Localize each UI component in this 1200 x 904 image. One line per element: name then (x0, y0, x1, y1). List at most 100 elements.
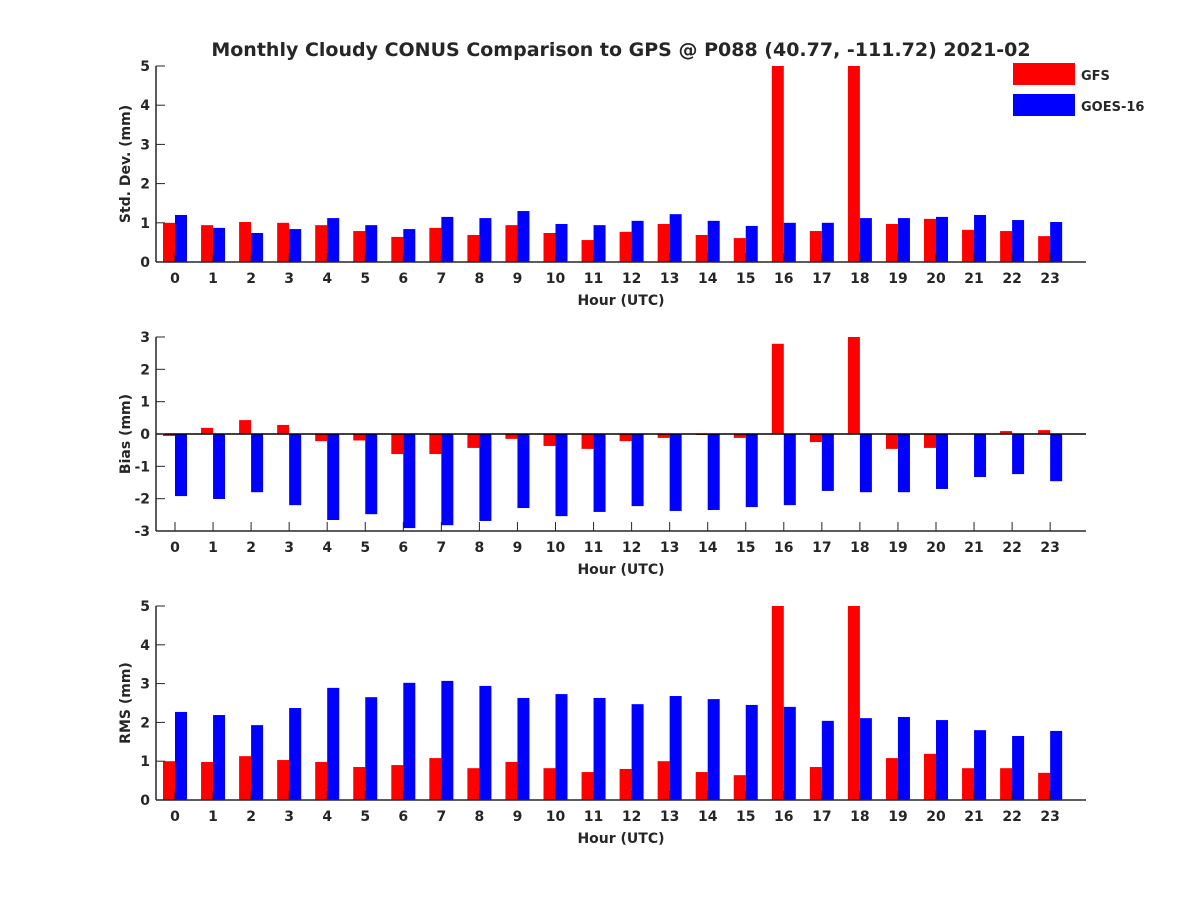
bar-gfs-hour-5 (353, 767, 366, 800)
bar-goes16-hour-22 (1012, 735, 1025, 800)
y-tick-label: 2 (140, 362, 150, 378)
bar-gfs-hour-3 (277, 760, 290, 800)
y-tick-label: 0 (140, 427, 150, 443)
bar-goes16-hour-10 (555, 223, 568, 262)
bar-gfs-hour-21 (962, 229, 975, 262)
y-axis-label: Std. Dev. (mm) (118, 105, 134, 223)
x-tick-label: 1 (208, 809, 218, 825)
y-tick-label: 4 (140, 638, 150, 654)
bar-goes16-hour-14 (707, 220, 720, 262)
bar-gfs-hour-15 (733, 434, 746, 438)
legend-swatch-gfs (1013, 63, 1075, 85)
x-axis-label: Hour (UTC) (577, 831, 664, 847)
bar-goes16-hour-13 (669, 434, 682, 511)
x-tick-label: 11 (584, 271, 603, 287)
x-tick-label: 19 (888, 809, 907, 825)
x-tick-label: 15 (736, 540, 755, 556)
bar-gfs-hour-7 (429, 227, 442, 262)
bar-goes16-hour-21 (974, 434, 987, 478)
bar-goes16-hour-17 (821, 434, 834, 491)
x-tick-label: 8 (475, 809, 485, 825)
y-tick-label: -1 (134, 459, 150, 475)
bar-goes16-hour-4 (327, 687, 340, 800)
bar-gfs-hour-21 (962, 768, 975, 800)
bar-goes16-hour-16 (783, 706, 796, 800)
x-tick-label: 4 (322, 809, 332, 825)
x-tick-label: 14 (698, 540, 718, 556)
x-tick-label: 19 (888, 271, 907, 287)
bar-goes16-hour-2 (251, 725, 264, 800)
bar-goes16-hour-21 (974, 214, 987, 262)
x-tick-label: 9 (513, 809, 523, 825)
x-tick-label: 9 (513, 540, 523, 556)
bar-goes16-hour-14 (707, 434, 720, 510)
bar-gfs-hour-4 (315, 225, 328, 262)
bar-gfs-hour-8 (467, 434, 480, 448)
bar-goes16-hour-20 (936, 216, 948, 262)
x-tick-label: 21 (964, 809, 983, 825)
x-tick-label: 6 (398, 540, 408, 556)
bar-gfs-hour-11 (581, 240, 594, 262)
bar-gfs-hour-19 (885, 223, 898, 262)
bar-gfs-hour-13 (657, 761, 670, 800)
x-tick-label: 23 (1040, 271, 1059, 287)
x-tick-label: 11 (584, 809, 603, 825)
x-tick-label: 10 (546, 540, 566, 556)
x-tick-label: 16 (774, 540, 793, 556)
bar-gfs-hour-15 (733, 775, 746, 800)
x-tick-label: 0 (170, 540, 180, 556)
bar-gfs-hour-5 (353, 231, 366, 262)
bar-gfs-hour-20 (924, 218, 936, 262)
bar-goes16-hour-6 (403, 434, 416, 529)
bar-gfs-hour-1 (201, 761, 214, 800)
bar-gfs-hour-8 (467, 768, 480, 800)
bar-gfs-hour-10 (543, 768, 556, 800)
x-tick-label: 11 (584, 540, 603, 556)
bar-gfs-hour-12 (619, 434, 632, 442)
x-tick-label: 13 (660, 271, 679, 287)
x-tick-label: 10 (546, 809, 566, 825)
bar-gfs-hour-12 (619, 768, 632, 800)
bar-goes16-hour-1 (213, 434, 226, 499)
bar-gfs-hour-8 (467, 234, 480, 262)
x-tick-label: 5 (360, 809, 370, 825)
x-tick-label: 3 (284, 809, 294, 825)
bar-goes16-hour-20 (936, 720, 948, 800)
x-tick-label: 14 (698, 809, 718, 825)
chart-title: Monthly Cloudy CONUS Comparison to GPS @… (211, 39, 1030, 61)
x-tick-label: 5 (360, 271, 370, 287)
bar-goes16-hour-15 (745, 434, 758, 508)
x-tick-label: 21 (964, 540, 983, 556)
bar-goes16-hour-12 (631, 220, 644, 262)
bar-gfs-hour-11 (581, 772, 594, 800)
y-tick-label: 0 (140, 793, 150, 809)
bar-gfs-hour-17 (809, 231, 822, 262)
bar-goes16-hour-16 (783, 222, 796, 262)
bar-gfs-hour-16 (771, 66, 784, 262)
bar-gfs-hour-7 (429, 758, 442, 800)
bar-gfs-hour-10 (543, 232, 556, 262)
bar-gfs-hour-18 (847, 66, 860, 262)
bar-goes16-hour-13 (669, 214, 682, 262)
bar-gfs-hour-6 (391, 236, 404, 262)
bar-goes16-hour-7 (441, 680, 454, 800)
bar-gfs-hour-4 (315, 434, 328, 442)
bar-goes16-hour-18 (859, 434, 872, 493)
bar-goes16-hour-6 (403, 682, 416, 800)
bar-gfs-hour-20 (924, 434, 936, 448)
bar-goes16-hour-20 (936, 434, 948, 489)
bar-gfs-hour-13 (657, 223, 670, 262)
bar-goes16-hour-23 (1050, 434, 1063, 482)
bar-gfs-hour-10 (543, 434, 556, 446)
bar-gfs-hour-11 (581, 434, 594, 449)
bar-gfs-hour-14 (695, 772, 708, 800)
bar-goes16-hour-1 (213, 227, 226, 262)
bar-goes16-hour-19 (897, 218, 910, 262)
x-tick-label: 18 (850, 540, 869, 556)
legend-label-goes16: GOES-16 (1081, 100, 1144, 115)
y-tick-label: 1 (140, 754, 150, 770)
bar-goes16-hour-18 (859, 218, 872, 262)
